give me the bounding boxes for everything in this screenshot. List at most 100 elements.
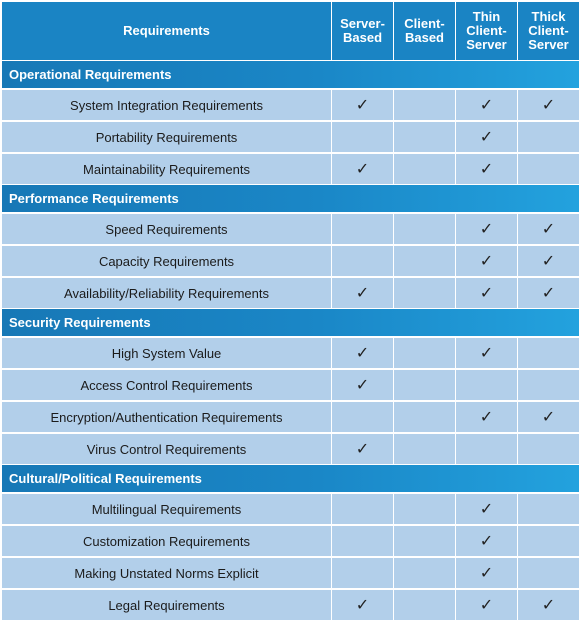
check-cell (394, 400, 456, 432)
requirement-name: Availability/Reliability Requirements (2, 276, 332, 308)
check-cell: ✓ (332, 88, 394, 120)
checkmark-icon: ✓ (355, 285, 370, 302)
check-cell (518, 368, 579, 400)
checkmark-icon: ✓ (479, 285, 494, 302)
requirement-name: Capacity Requirements (2, 244, 332, 276)
check-cell: ✓ (332, 368, 394, 400)
check-cell (332, 244, 394, 276)
check-cell: ✓ (518, 276, 579, 308)
requirement-name: High System Value (2, 336, 332, 368)
requirement-name: Encryption/Authentication Requirements (2, 400, 332, 432)
check-cell: ✓ (456, 524, 518, 556)
checkmark-icon: ✓ (355, 345, 370, 362)
checkmark-icon: ✓ (479, 501, 494, 518)
check-cell (518, 492, 579, 524)
check-cell (518, 432, 579, 464)
checkmark-icon: ✓ (479, 253, 494, 270)
check-cell (332, 400, 394, 432)
check-cell: ✓ (456, 152, 518, 184)
column-header-thick-client-server: Thick Client- Server (518, 2, 579, 60)
check-cell (394, 336, 456, 368)
table-row: Making Unstated Norms Explicit ✓ (2, 556, 579, 588)
requirement-name: Virus Control Requirements (2, 432, 332, 464)
check-cell (394, 276, 456, 308)
section-header-row: Cultural/Political Requirements (2, 464, 579, 492)
table-row: Customization Requirements ✓ (2, 524, 579, 556)
checkmark-icon: ✓ (541, 409, 556, 426)
check-cell (518, 120, 579, 152)
section-header-row: Performance Requirements (2, 184, 579, 212)
section-title: Operational Requirements (2, 60, 579, 88)
check-cell: ✓ (332, 588, 394, 620)
table-row: Speed Requirements ✓ ✓ (2, 212, 579, 244)
check-cell (394, 368, 456, 400)
requirement-name: Multilingual Requirements (2, 492, 332, 524)
checkmark-icon: ✓ (355, 161, 370, 178)
check-cell (394, 152, 456, 184)
check-cell (518, 152, 579, 184)
checkmark-icon: ✓ (479, 565, 494, 582)
table-row: High System Value ✓ ✓ (2, 336, 579, 368)
table-row: Legal Requirements ✓ ✓ ✓ (2, 588, 579, 620)
table-row: Multilingual Requirements ✓ (2, 492, 579, 524)
check-cell (394, 244, 456, 276)
check-cell (394, 432, 456, 464)
checkmark-icon: ✓ (541, 221, 556, 238)
table-row: Maintainability Requirements ✓ ✓ (2, 152, 579, 184)
check-cell: ✓ (332, 152, 394, 184)
checkmark-icon: ✓ (355, 441, 370, 458)
check-cell (332, 492, 394, 524)
section-title: Cultural/Political Requirements (2, 464, 579, 492)
checkmark-icon: ✓ (355, 97, 370, 114)
check-cell (394, 524, 456, 556)
check-cell (518, 524, 579, 556)
table-row: Capacity Requirements ✓ ✓ (2, 244, 579, 276)
checkmark-icon: ✓ (355, 597, 370, 614)
requirements-table: Requirements Server- Based Client- Based… (2, 2, 579, 620)
requirement-name: Portability Requirements (2, 120, 332, 152)
checkmark-icon: ✓ (355, 377, 370, 394)
check-cell: ✓ (518, 400, 579, 432)
check-cell: ✓ (518, 244, 579, 276)
check-cell (456, 432, 518, 464)
check-cell: ✓ (456, 212, 518, 244)
check-cell: ✓ (456, 120, 518, 152)
check-cell (518, 556, 579, 588)
checkmark-icon: ✓ (479, 597, 494, 614)
requirement-name: System Integration Requirements (2, 88, 332, 120)
table-row: Virus Control Requirements ✓ (2, 432, 579, 464)
checkmark-icon: ✓ (479, 345, 494, 362)
column-header-client-based: Client- Based (394, 2, 456, 60)
section-header-row: Security Requirements (2, 308, 579, 336)
column-header-server-based: Server- Based (332, 2, 394, 60)
table-row: Portability Requirements ✓ (2, 120, 579, 152)
check-cell (332, 556, 394, 588)
check-cell: ✓ (518, 88, 579, 120)
checkmark-icon: ✓ (541, 253, 556, 270)
requirement-name: Maintainability Requirements (2, 152, 332, 184)
checkmark-icon: ✓ (479, 97, 494, 114)
table-header: Requirements Server- Based Client- Based… (2, 2, 579, 60)
checkmark-icon: ✓ (541, 597, 556, 614)
check-cell (394, 120, 456, 152)
check-cell: ✓ (456, 400, 518, 432)
checkmark-icon: ✓ (479, 129, 494, 146)
table-body: Operational Requirements System Integrati… (2, 60, 579, 620)
check-cell: ✓ (456, 244, 518, 276)
table-row: Availability/Reliability Requirements ✓ ✓ ✓ (2, 276, 579, 308)
section-header-row: Operational Requirements (2, 60, 579, 88)
check-cell (394, 556, 456, 588)
check-cell: ✓ (332, 336, 394, 368)
checkmark-icon: ✓ (541, 97, 556, 114)
check-cell (456, 368, 518, 400)
check-cell: ✓ (332, 276, 394, 308)
requirement-name: Customization Requirements (2, 524, 332, 556)
check-cell: ✓ (518, 212, 579, 244)
table-row: Encryption/Authentication Requirements ✓ ✓ (2, 400, 579, 432)
checkmark-icon: ✓ (479, 161, 494, 178)
check-cell: ✓ (518, 588, 579, 620)
requirement-name: Legal Requirements (2, 588, 332, 620)
check-cell: ✓ (456, 492, 518, 524)
check-cell: ✓ (332, 432, 394, 464)
requirement-name: Making Unstated Norms Explicit (2, 556, 332, 588)
